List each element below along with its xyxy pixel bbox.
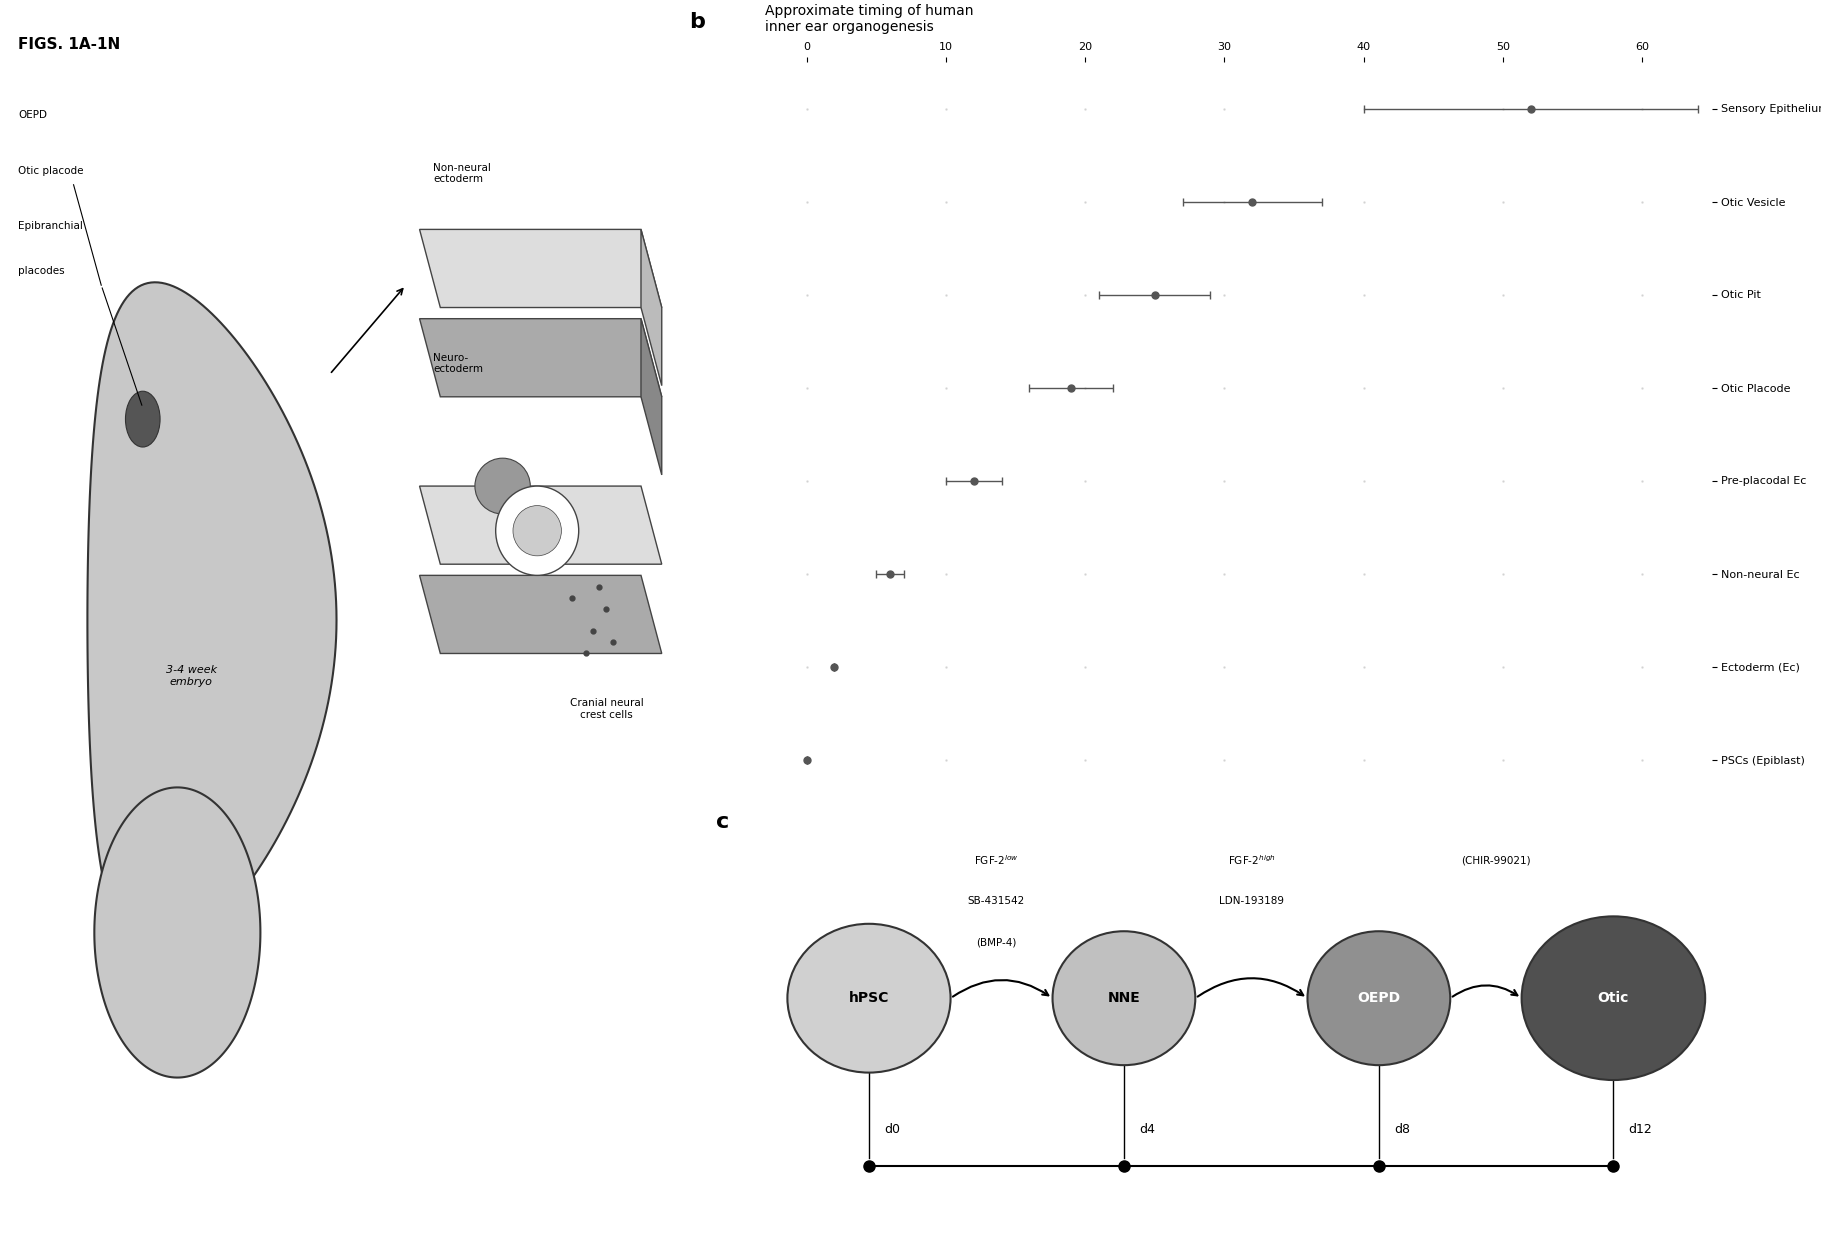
Text: Approximate timing of human
inner ear organogenesis: Approximate timing of human inner ear or… <box>765 4 972 35</box>
Text: (BMP-4): (BMP-4) <box>976 937 1016 947</box>
Polygon shape <box>419 229 661 308</box>
Text: Non-neural
ectoderm: Non-neural ectoderm <box>433 162 492 185</box>
Text: OEPD: OEPD <box>1357 991 1400 1006</box>
Text: Cranial neural
crest cells: Cranial neural crest cells <box>570 698 643 720</box>
Text: d12: d12 <box>1628 1123 1652 1136</box>
Text: LDN-193189: LDN-193189 <box>1218 897 1284 906</box>
Text: 3-4 week
embryо: 3-4 week embryо <box>166 665 217 687</box>
Text: placodes: placodes <box>18 267 66 277</box>
Polygon shape <box>641 319 661 475</box>
Ellipse shape <box>1522 916 1704 1080</box>
Text: d0: d0 <box>885 1123 900 1136</box>
Text: FIGS. 1A-1N: FIGS. 1A-1N <box>18 37 120 52</box>
Text: (CHIR-99021): (CHIR-99021) <box>1460 856 1531 866</box>
Polygon shape <box>419 575 661 653</box>
Ellipse shape <box>475 458 530 513</box>
Text: FGF-2$^{low}$: FGF-2$^{low}$ <box>974 853 1020 868</box>
Text: d8: d8 <box>1395 1123 1409 1136</box>
Ellipse shape <box>126 392 160 446</box>
Polygon shape <box>419 319 661 397</box>
Ellipse shape <box>1053 931 1195 1065</box>
Polygon shape <box>641 229 661 386</box>
Text: FGF-2$^{high}$: FGF-2$^{high}$ <box>1227 853 1275 868</box>
Text: Neuro-
ectoderm: Neuro- ectoderm <box>433 352 483 374</box>
Text: d4: d4 <box>1140 1123 1155 1136</box>
Text: hPSC: hPSC <box>849 991 889 1006</box>
Text: SB-431542: SB-431542 <box>967 897 1025 906</box>
Polygon shape <box>419 486 661 564</box>
Text: Epibranchial: Epibranchial <box>18 222 84 232</box>
Text: c: c <box>716 812 728 832</box>
Ellipse shape <box>514 506 561 556</box>
Text: OEPD: OEPD <box>18 110 47 120</box>
Text: NNE: NNE <box>1107 991 1140 1006</box>
Ellipse shape <box>495 486 579 575</box>
Polygon shape <box>87 283 337 957</box>
Polygon shape <box>95 787 260 1078</box>
Text: Otic: Otic <box>1597 991 1630 1006</box>
Ellipse shape <box>787 924 951 1073</box>
Text: b: b <box>688 12 705 32</box>
Text: Otic placode: Otic placode <box>18 166 84 176</box>
Ellipse shape <box>1307 931 1450 1065</box>
